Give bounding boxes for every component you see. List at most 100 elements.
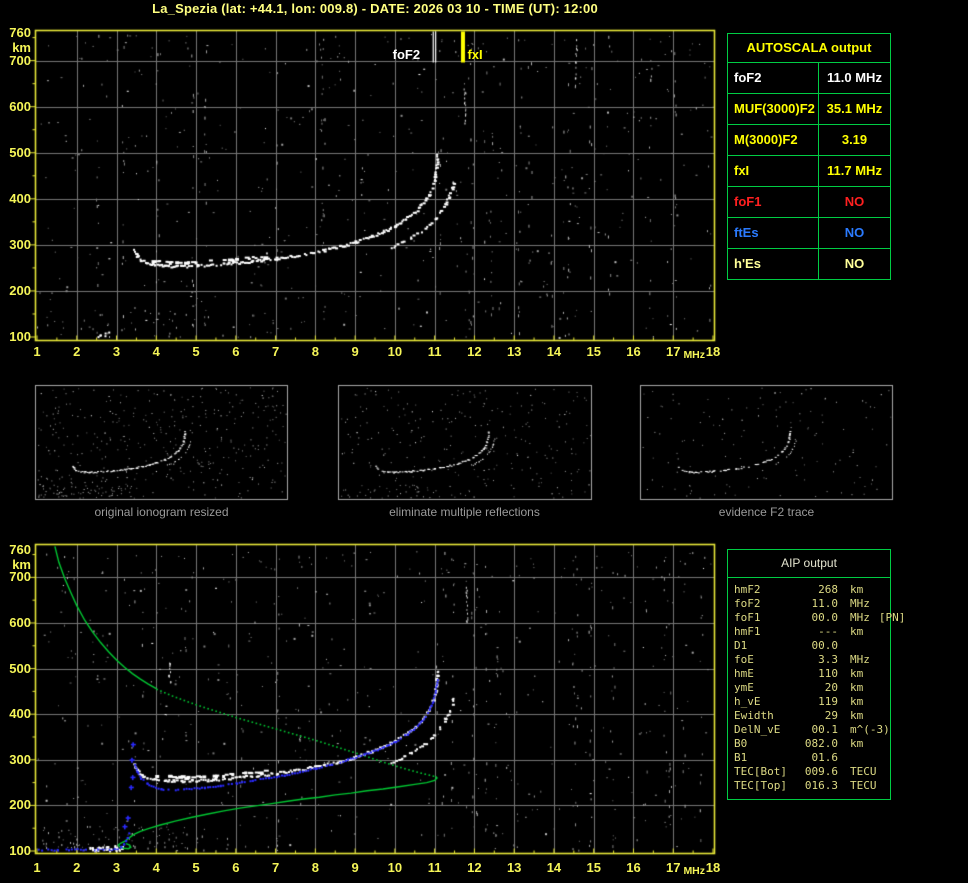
aip-row-label: ymE [734, 681, 754, 694]
aip-row-unit: km [850, 625, 864, 638]
x-tick-label: 17 [666, 860, 681, 875]
autoscala-row-value: NO [844, 225, 865, 240]
y-tick-label: 760 [9, 25, 31, 40]
fof2-marker-label: foF2 [392, 47, 421, 62]
y-tick-label: 700 [9, 569, 31, 585]
autoscala-row: foF1 NO [728, 187, 890, 218]
x-tick-label: 12 [467, 860, 482, 875]
aip-row: Ewidth 29 km [734, 709, 890, 723]
aip-row-value: 00.0 [811, 611, 839, 624]
autoscala-row-label: foF1 [728, 187, 819, 217]
y-tick-label: 200 [9, 282, 31, 298]
autoscala-row-label: MUF(3000)F2 [728, 94, 819, 124]
aip-row-label: B0 [734, 737, 748, 750]
x-tick-label: 13 [506, 860, 522, 875]
x-tick-label: 7 [271, 344, 280, 359]
aip-row: foE 3.3 MHz [734, 653, 890, 667]
aip-row-unit: km [850, 681, 864, 694]
x-tick-label: 9 [351, 344, 359, 359]
aip-row: foF2 11.0 MHz [734, 597, 890, 611]
x-tick-label: 15 [586, 860, 601, 875]
aip-row-value: 11.0 [811, 597, 839, 610]
autoscala-row: M(3000)F2 3.19 [728, 125, 890, 156]
x-tick-label: 8 [311, 860, 319, 875]
y-axis-unit: km [12, 40, 31, 55]
aip-row: foF1 00.0 MHz [PN] [734, 611, 905, 625]
aip-row: DelN_vE 00.1 m^(-3) [734, 723, 890, 737]
x-tick-label: 10 [387, 344, 403, 359]
x-tick-label: 4 [152, 344, 160, 359]
autoscala-table-header: AUTOSCALA output [728, 34, 890, 63]
aip-row-value: 082.0 [804, 737, 838, 750]
autoscala-row-label: foF2 [728, 63, 819, 93]
x-tick-label: 10 [387, 860, 403, 875]
autoscala-row-value: 11.0 MHz [827, 70, 882, 85]
autoscala-row-value: NO [844, 256, 865, 271]
aip-row: hmE 110 km [734, 667, 890, 681]
x-tick-label: 14 [546, 344, 562, 359]
autoscala-row-label: h'Es [728, 249, 819, 279]
aip-row-value: 3.3 [818, 653, 838, 666]
aip-row-label: DelN_vE [734, 723, 781, 736]
x-tick-label: 6 [232, 860, 240, 875]
x-tick-label: 11 [427, 860, 442, 875]
aip-row: B1 01.6 [734, 751, 890, 765]
x-tick-label: 18 [705, 344, 721, 359]
autoscala-row-value: 11.7 MHz [827, 163, 882, 178]
x-tick-label: 3 [112, 344, 121, 359]
aip-row-unit: TECU [850, 779, 877, 792]
aip-table: AIP output hmF2 268 km foF2 11.0 MHz foF1 00.0 M… [727, 549, 905, 800]
aip-row-label: hmE [734, 667, 754, 680]
aip-row-label: hmF1 [734, 625, 761, 638]
aip-table-header: AIP output [728, 550, 890, 578]
y-tick-label: 300 [9, 751, 31, 767]
aip-row-value: 009.6 [804, 765, 838, 778]
x-tick-label: 17 [666, 344, 681, 359]
y-tick-label: 500 [9, 660, 31, 676]
aip-row-value: 119 [818, 695, 838, 708]
aip-row-value: 016.3 [804, 779, 838, 792]
x-tick-label: 15 [586, 344, 601, 359]
aip-row: D1 00.0 [734, 639, 890, 653]
x-tick-label: 16 [626, 860, 641, 875]
aip-row: h_vE 119 km [734, 695, 890, 709]
aip-row: B0 082.0 km [734, 737, 890, 751]
aip-row-unit: MHz [850, 611, 870, 624]
autoscala-row-value: 3.19 [841, 132, 868, 147]
aip-row-value: 00.1 [811, 723, 839, 736]
aip-row-label: h_vE [734, 695, 761, 708]
aip-row-unit: km [850, 667, 864, 680]
thumbnail-caption-2: eliminate multiple reflections [389, 505, 540, 519]
x-tick-label: 6 [232, 344, 240, 359]
y-tick-label: 200 [9, 797, 31, 813]
y-tick-label: 600 [9, 98, 31, 114]
aip-row-label: foF2 [734, 597, 761, 610]
aip-row-label: TEC[Top] [734, 779, 787, 792]
aip-row-unit: km [850, 709, 864, 722]
aip-row-unit: MHz [850, 653, 870, 666]
autoscala-row-value: 35.1 MHz [826, 101, 883, 116]
aip-row-label: Ewidth [734, 709, 774, 722]
aip-row-value: 110 [818, 667, 838, 680]
aip-row: TEC[Top] 016.3 TECU [734, 779, 890, 793]
aip-row-unit: MHz [850, 597, 870, 610]
x-tick-label: 5 [192, 860, 200, 875]
x-tick-label: 5 [192, 344, 200, 359]
y-tick-label: 100 [9, 843, 31, 858]
aip-row: ymE 20 km [734, 681, 890, 695]
y-tick-label: 400 [9, 190, 31, 206]
autoscala-row: ftEs NO [728, 218, 890, 249]
y-axis-unit: km [12, 557, 31, 572]
x-tick-label: 7 [271, 860, 280, 875]
x-tick-label: 2 [73, 860, 81, 875]
x-tick-label: 4 [152, 860, 160, 875]
x-axis-unit: MHz [683, 349, 706, 361]
y-tick-label: 600 [9, 614, 31, 630]
aip-row-note: [PN] [878, 611, 906, 624]
x-tick-label: 1 [33, 860, 41, 875]
autoscala-row: MUF(3000)F2 35.1 MHz [728, 94, 890, 125]
aip-row-unit: m^(-3) [850, 723, 890, 736]
autoscala-row-label: fxI [728, 156, 819, 186]
aip-row-unit: TECU [850, 765, 877, 778]
y-tick-label: 400 [9, 706, 31, 722]
